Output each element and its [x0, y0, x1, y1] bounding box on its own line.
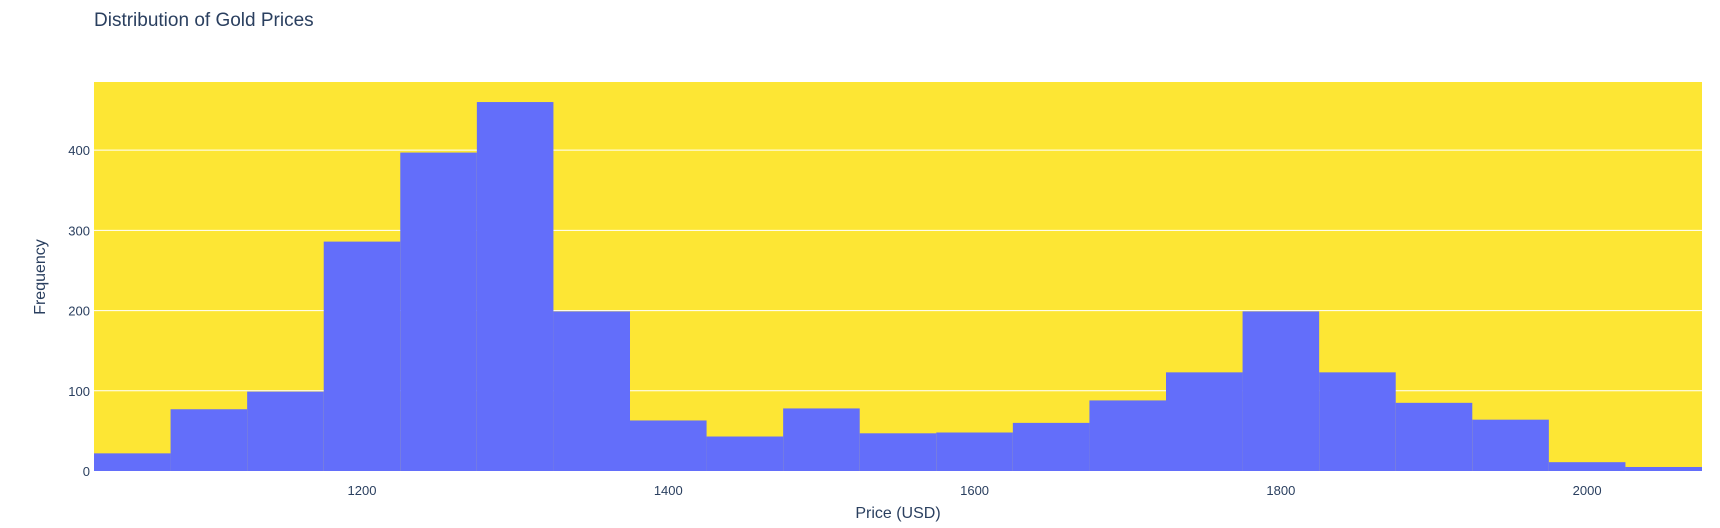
histogram-bar [170, 409, 248, 471]
histogram-bar [323, 241, 401, 471]
y-axis-title: Frequency [32, 239, 49, 315]
histogram-bar [1472, 419, 1549, 471]
x-tick-label: 1200 [348, 483, 377, 498]
histogram-bar [476, 102, 554, 471]
x-tick-label: 2000 [1573, 483, 1602, 498]
histogram-bar [94, 453, 171, 471]
y-tick-label: 0 [83, 464, 90, 479]
y-tick-label: 200 [68, 304, 90, 319]
bars [94, 102, 1702, 472]
x-tick-label: 1600 [960, 483, 989, 498]
x-tick-label: 1400 [654, 483, 683, 498]
histogram-bar [630, 420, 707, 471]
histogram-bar [553, 311, 630, 471]
y-tick-label: 300 [68, 223, 90, 238]
histogram-bar [1166, 372, 1243, 471]
y-tick-label: 400 [68, 143, 90, 158]
y-tick-label: 100 [68, 384, 90, 399]
histogram-bar [1319, 372, 1396, 471]
x-tick-label: 1800 [1266, 483, 1295, 498]
histogram-bar [936, 432, 1013, 471]
y-axis-ticks: 0 100 200 300 400 [68, 143, 90, 479]
histogram-bar [1089, 400, 1166, 471]
histogram-bar [247, 391, 324, 471]
histogram-bar [1395, 402, 1473, 471]
histogram-bar [859, 433, 937, 471]
histogram-bar [1242, 311, 1320, 471]
chart-title: Distribution of Gold Prices [94, 10, 314, 31]
x-axis-ticks: 1200 1400 1600 1800 2000 [348, 483, 1602, 498]
x-axis-title: Price (USD) [855, 505, 940, 522]
histogram-bar [1012, 422, 1090, 471]
histogram-bar [783, 408, 860, 471]
histogram-bar [706, 436, 784, 471]
histogram-bar [400, 152, 477, 472]
histogram-bar [1548, 462, 1626, 471]
histogram-bar [1625, 466, 1702, 471]
